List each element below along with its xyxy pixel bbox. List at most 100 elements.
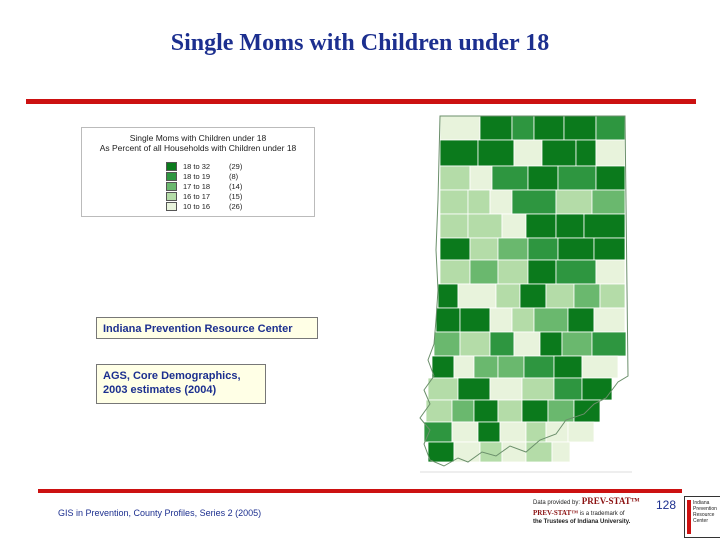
credit-trustees: the Trustees of Indiana University. <box>533 519 631 525</box>
source-note: AGS, Core Demographics, 2003 estimates (… <box>96 364 266 404</box>
county-region <box>433 331 461 357</box>
county-region <box>553 377 583 401</box>
county-region <box>439 139 479 167</box>
logo-text: Indiana Prevention Resource Center <box>693 500 717 524</box>
county-region <box>473 355 499 379</box>
county-region <box>567 307 595 333</box>
county-region <box>501 213 527 239</box>
iprc-logo: Indiana Prevention Resource Center <box>684 496 720 538</box>
county-region <box>489 307 513 333</box>
county-region <box>489 189 513 215</box>
credit-brand: PREV-STAT™ <box>581 496 640 506</box>
county-region <box>581 355 619 379</box>
legend-range: 10 to 16 <box>183 201 211 211</box>
county-region <box>499 421 527 443</box>
county-region <box>439 115 481 141</box>
county-region <box>497 259 529 285</box>
county-region <box>427 377 459 401</box>
county-region <box>567 421 595 443</box>
county-region <box>511 189 557 215</box>
legend-subtitle: As Percent of all Households with Childr… <box>99 143 297 153</box>
county-region <box>533 115 565 141</box>
county-region <box>595 259 626 285</box>
legend-count: (26) <box>229 201 243 211</box>
legend-range: 17 to 18 <box>183 181 211 191</box>
county-region <box>457 377 491 401</box>
logo-line: Prevention <box>693 506 717 512</box>
county-region <box>557 165 597 191</box>
legend-swatch <box>166 181 177 191</box>
county-region <box>539 331 563 357</box>
county-region <box>527 165 559 191</box>
page-title: Single Moms with Children under 18 <box>170 30 550 56</box>
legend-swatch <box>166 171 177 181</box>
county-region <box>439 165 471 191</box>
top-divider <box>26 99 696 104</box>
county-region <box>595 115 626 141</box>
county-region <box>469 259 499 285</box>
county-region <box>453 355 475 379</box>
legend-count: (8) <box>229 171 239 181</box>
county-region <box>553 355 583 379</box>
county-region <box>451 399 475 423</box>
county-region <box>467 213 503 239</box>
county-region <box>541 139 577 167</box>
credit-label: Data provided by: <box>533 500 581 506</box>
county-region <box>477 139 515 167</box>
credit-brand-small: PREV-STAT™ <box>533 509 579 517</box>
legend-swatch <box>166 191 177 201</box>
county-region <box>511 307 535 333</box>
county-region <box>479 115 513 141</box>
county-region <box>591 189 626 215</box>
county-region <box>423 421 453 443</box>
source-line: AGS, Core Demographics, <box>103 370 241 382</box>
legend-count: (15) <box>229 191 243 201</box>
county-region <box>595 139 626 167</box>
logo-line: Resource <box>693 512 715 518</box>
map-legend: Single Moms with Children under 18 As Pe… <box>81 127 315 217</box>
county-region <box>521 399 549 423</box>
county-region <box>491 165 529 191</box>
county-region <box>497 237 529 261</box>
county-region <box>527 259 557 285</box>
logo-line: Indiana <box>693 500 710 506</box>
logo-line: Center <box>693 518 709 524</box>
county-region <box>563 115 597 141</box>
county-region <box>489 377 523 401</box>
county-region <box>555 189 593 215</box>
legend-range: 18 to 19 <box>183 171 211 181</box>
county-region <box>439 237 471 261</box>
county-region <box>575 139 597 167</box>
county-region <box>593 237 626 261</box>
county-region <box>595 165 626 191</box>
county-region <box>439 189 469 215</box>
county-region <box>573 283 601 309</box>
county-region <box>431 355 455 379</box>
state-outline <box>419 115 629 467</box>
county-region <box>459 307 491 333</box>
county-region <box>435 307 461 333</box>
slide-number: 128 <box>656 498 677 512</box>
legend-swatch <box>166 201 177 211</box>
source-line: 2003 estimates (2004) <box>103 384 217 396</box>
bottom-divider <box>38 489 682 493</box>
county-region <box>523 355 555 379</box>
legend-item: 16 to 17 (15) <box>166 191 242 201</box>
legend-item: 18 to 19 (8) <box>166 171 238 181</box>
county-region <box>451 421 479 443</box>
county-region <box>519 283 547 309</box>
county-region <box>457 283 497 309</box>
county-region <box>473 399 499 423</box>
county-region <box>513 331 541 357</box>
county-region <box>439 259 471 285</box>
legend-title: Single Moms with Children under 18 <box>129 133 267 143</box>
county-region <box>545 283 575 309</box>
data-credit: Data provided by: PREV-STAT™ PREV-STAT™ … <box>533 497 683 526</box>
county-region <box>525 441 553 463</box>
county-region <box>533 307 569 333</box>
county-region <box>557 237 595 261</box>
county-region <box>555 213 585 239</box>
county-region <box>511 115 535 141</box>
county-region <box>469 165 493 191</box>
